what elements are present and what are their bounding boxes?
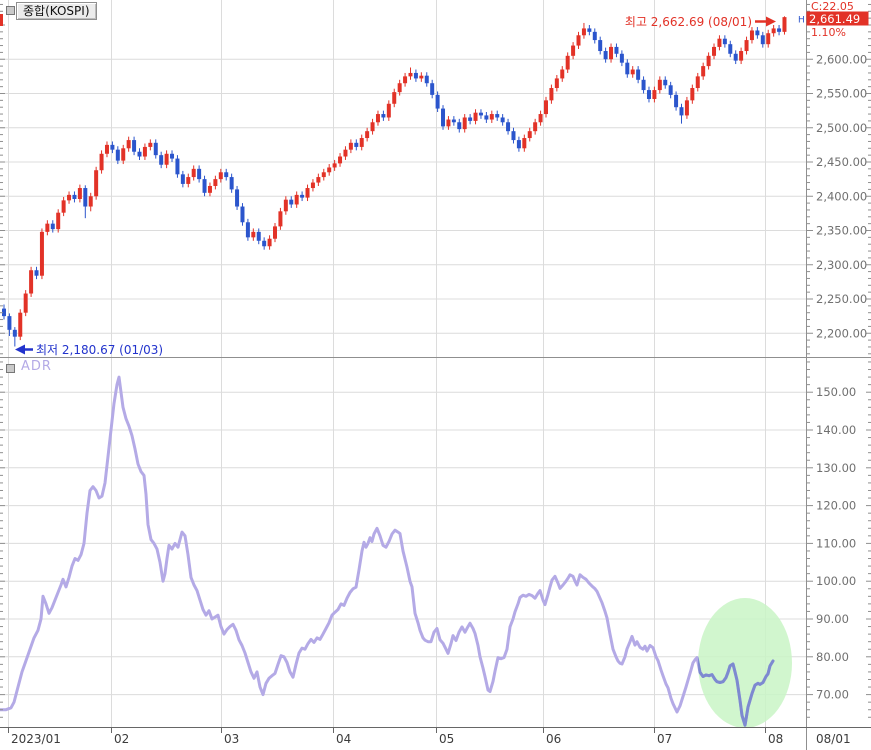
series-marker-icon [6,6,15,15]
svg-text:08/01: 08/01 [816,732,851,746]
svg-text:90.00: 90.00 [816,612,849,626]
svg-text:06: 06 [546,732,561,746]
svg-text:140.00: 140.00 [816,423,856,437]
svg-text:2,600.00: 2,600.00 [816,52,867,66]
quote-change: C:22.05 [811,0,854,13]
axis-tick-rulers [0,3,871,733]
svg-text:07: 07 [657,732,672,746]
low-annotation-label: 최저 2,180.67 (01/03) [36,343,163,357]
left-arrow-icon [15,344,25,355]
svg-text:03: 03 [224,732,239,746]
low-annotation: 최저 2,180.67 (01/03) [15,343,163,357]
svg-text:2,250.00: 2,250.00 [816,292,867,306]
kospi-legend-chip[interactable]: 종합(KOSPI) [16,2,97,20]
quote-last-price: 2,661.49 [809,12,860,26]
svg-text:04: 04 [336,732,351,746]
quote-readout: C:22.05 H 2,661.49 1.10% [798,0,869,39]
right-arrow-icon [766,16,776,27]
svg-text:70.00: 70.00 [816,688,849,702]
left-edge-price-marker [0,14,3,26]
high-annotation: 최고 2,662.69 (08/01) [625,15,776,29]
svg-text:05: 05 [439,732,454,746]
svg-text:2,450.00: 2,450.00 [816,155,867,169]
high-annotation-label: 최고 2,662.69 (08/01) [625,15,752,29]
svg-text:2,400.00: 2,400.00 [816,189,867,203]
adr-line [0,375,775,727]
quote-high-axis-marker: H [798,16,805,26]
svg-text:2023/01: 2023/01 [11,732,61,746]
svg-text:2,500.00: 2,500.00 [816,121,867,135]
svg-text:2,350.00: 2,350.00 [816,224,867,238]
svg-text:100.00: 100.00 [816,574,856,588]
svg-text:02: 02 [114,732,129,746]
svg-text:2,550.00: 2,550.00 [816,87,867,101]
svg-text:2,200.00: 2,200.00 [816,326,867,340]
kospi-candles [2,16,787,347]
svg-text:120.00: 120.00 [816,499,856,513]
highlight-ellipse [698,598,792,728]
svg-text:150.00: 150.00 [816,385,856,399]
series-marker-icon [6,364,15,373]
svg-text:130.00: 130.00 [816,461,856,475]
last-price-box [806,11,869,26]
axis-labels: 2,600.00 2,550.00 2,500.00 2,450.00 2,400.00… [11,52,867,746]
svg-text:08: 08 [768,732,783,746]
svg-text:110.00: 110.00 [816,536,856,550]
svg-text:2,300.00: 2,300.00 [816,258,867,272]
svg-text:80.00: 80.00 [816,650,849,664]
adr-legend-label[interactable]: ADR [21,359,52,374]
quote-percent-change: 1.10% [811,26,846,39]
